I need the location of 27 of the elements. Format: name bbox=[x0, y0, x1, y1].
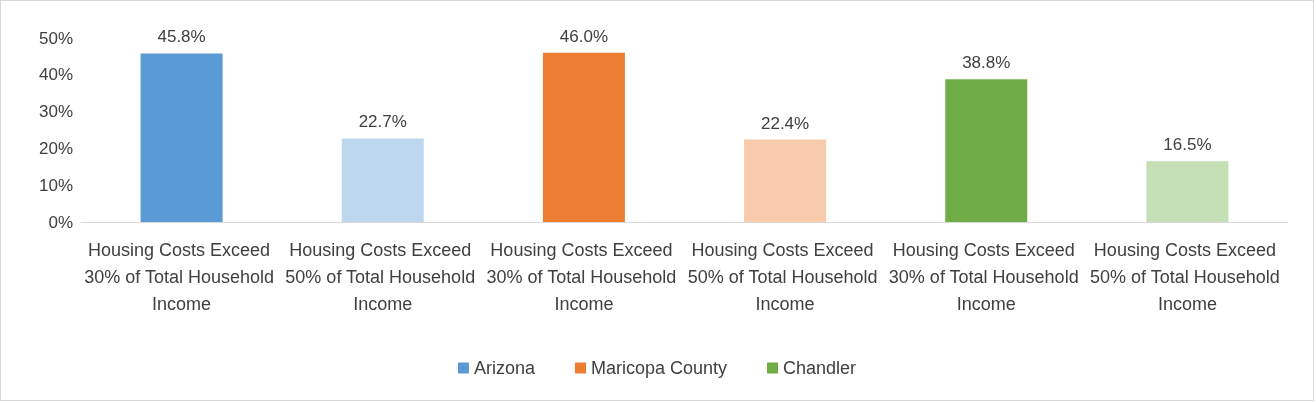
data-label: 22.4% bbox=[760, 113, 810, 133]
x-tick-label: Housing Costs Exceed 30% of Total Household Income bbox=[84, 239, 279, 314]
y-tick-label: 40% bbox=[38, 65, 73, 85]
data-label: 45.8% bbox=[157, 27, 206, 47]
y-tick-label: 0% bbox=[48, 212, 73, 232]
data-label: 16.5% bbox=[1163, 135, 1212, 155]
legend-label: Arizona bbox=[473, 358, 536, 378]
x-tick-label: Housing Costs Exceed 50% of Total Household Income bbox=[1090, 239, 1285, 314]
x-tick-label: Housing Costs Exceed 30% of Total Household Income bbox=[486, 239, 682, 314]
data-label: 46.0% bbox=[559, 26, 609, 46]
bar bbox=[744, 139, 827, 222]
y-tick-label: 10% bbox=[38, 175, 73, 195]
bar bbox=[140, 53, 223, 222]
y-tick-label: 20% bbox=[38, 138, 73, 158]
data-label: 38.8% bbox=[962, 53, 1011, 73]
y-tick-label: 50% bbox=[38, 28, 73, 48]
x-tick-label: Housing Costs Exceed 50% of Total Household Income bbox=[285, 239, 481, 314]
x-tick-label: Housing Costs Exceed 50% of Total Household Income bbox=[687, 239, 883, 314]
bar bbox=[1146, 161, 1229, 222]
y-tick-label: 30% bbox=[38, 102, 73, 122]
bar bbox=[945, 79, 1028, 222]
legend-label: Maricopa County bbox=[590, 358, 728, 378]
x-tick-label: Housing Costs Exceed 30% of Total Household Income bbox=[888, 239, 1084, 314]
legend-label: Chandler bbox=[783, 358, 857, 378]
data-label: 22.7% bbox=[358, 112, 407, 132]
bar bbox=[341, 138, 424, 222]
bar bbox=[542, 52, 625, 222]
